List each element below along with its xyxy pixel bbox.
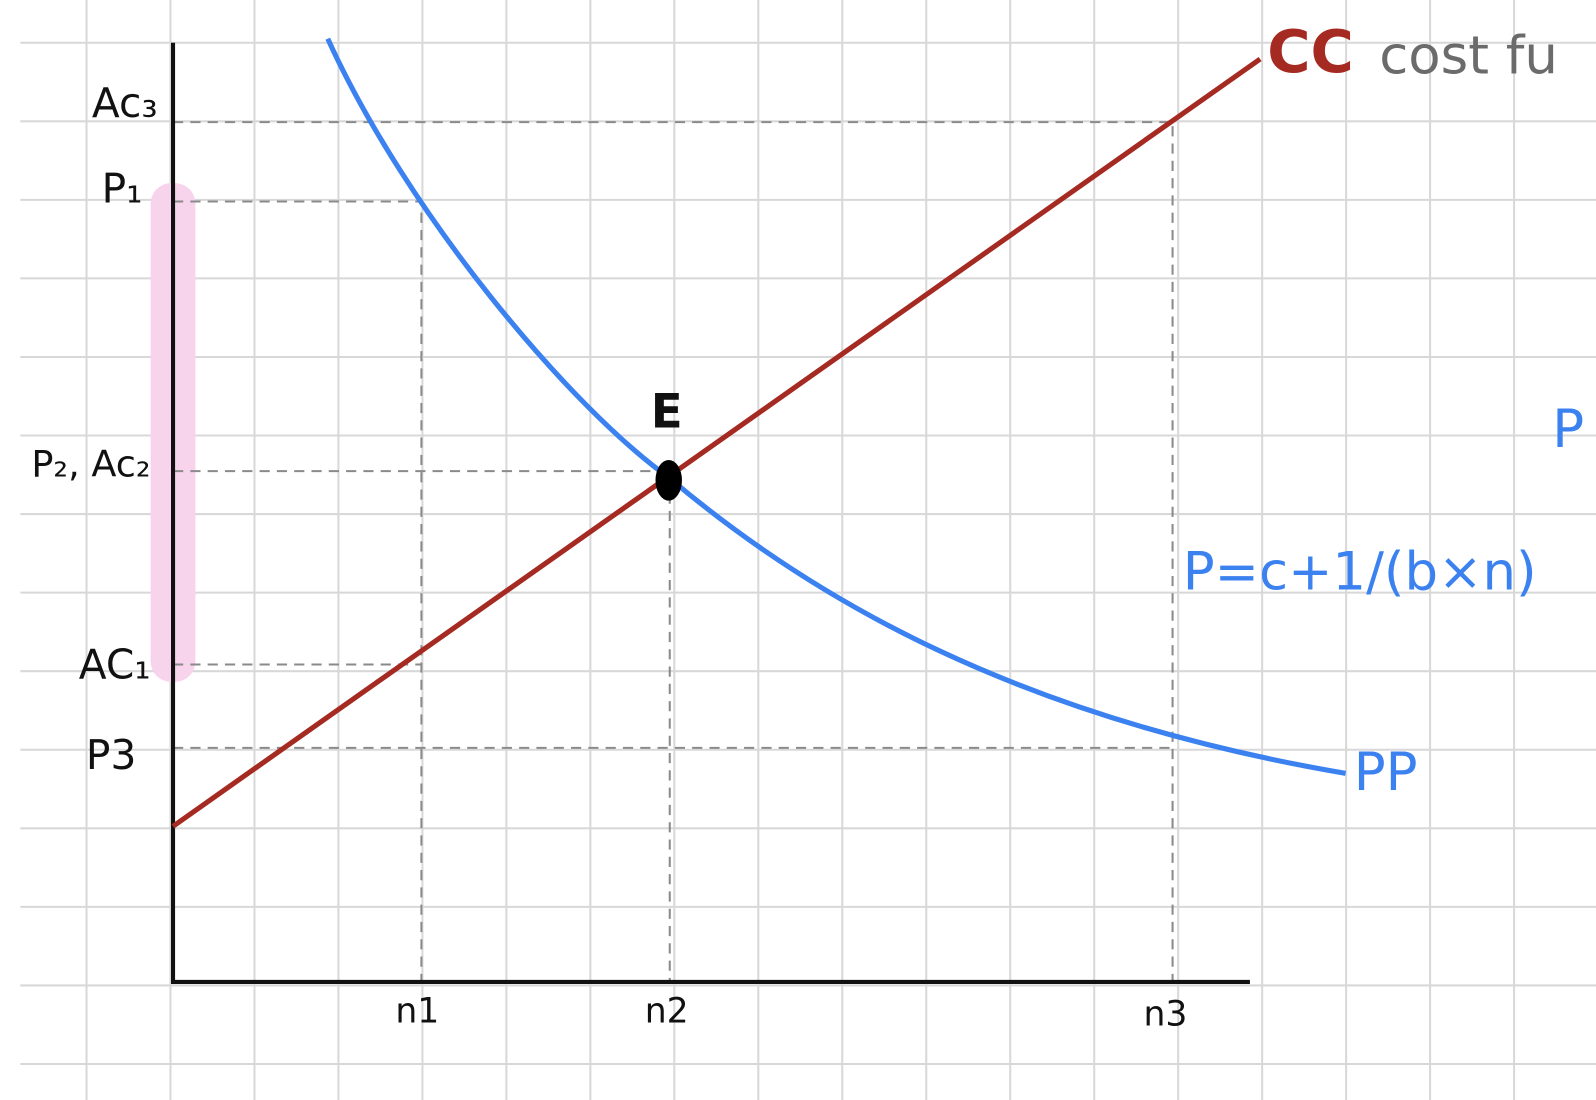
y-label: P₂, Ac₂ (31, 443, 150, 486)
pp-formula: P=c+1/(b×n) (1183, 542, 1537, 603)
point-label: E (651, 386, 683, 440)
pp-curve (325, 37, 1347, 776)
cc-label: CC (1267, 17, 1354, 86)
x-label: n1 (395, 991, 439, 1031)
equilibrium-point (655, 459, 682, 501)
x-label: n2 (645, 991, 689, 1031)
y-label: P3 (86, 731, 136, 779)
guide-ac3 (173, 121, 1174, 982)
pp-label: PP (1354, 742, 1418, 803)
x-label: n3 (1143, 995, 1187, 1035)
guide-p2 (173, 470, 671, 982)
guide-lines (173, 121, 1174, 982)
grid-paper (20, 0, 1596, 1100)
cc-curve (171, 56, 1262, 829)
pp-note: P (1552, 399, 1584, 460)
y-label: AC₁ (79, 641, 151, 689)
cc-note: cost fu (1379, 26, 1558, 87)
y-label: Ac₃ (92, 79, 158, 127)
y-label: P₁ (102, 164, 143, 212)
